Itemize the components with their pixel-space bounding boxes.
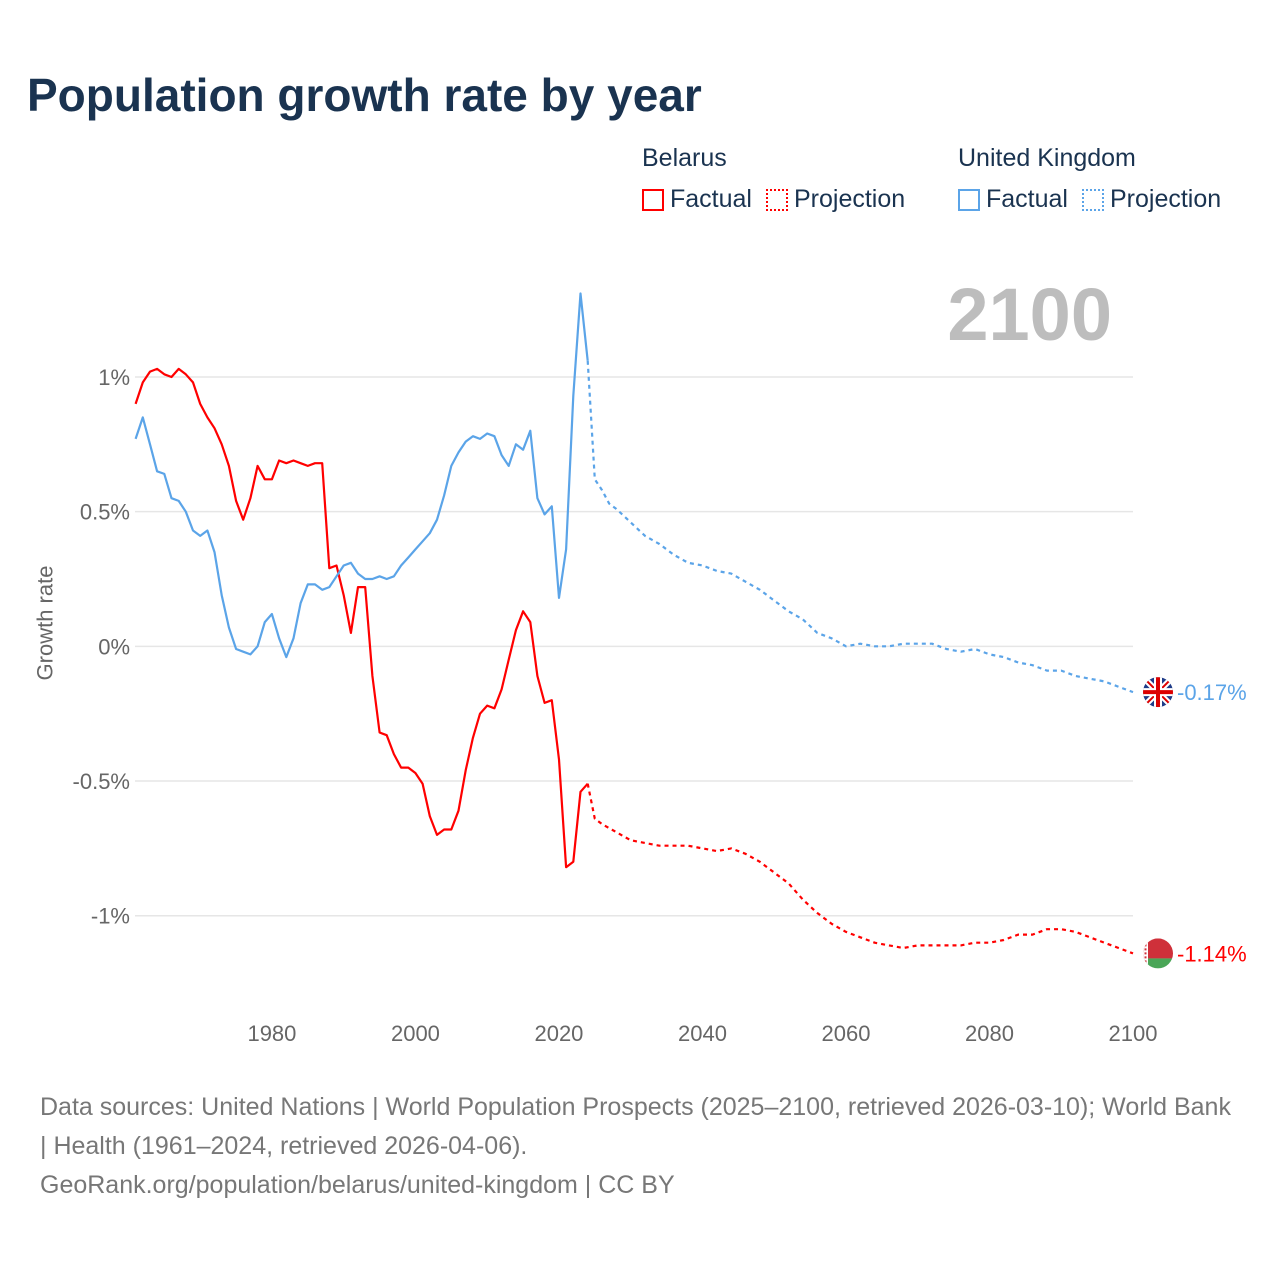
legend-label: Factual: [986, 185, 1068, 213]
chart-footer: Data sources: United Nations | World Pop…: [40, 1088, 1240, 1205]
chart-title: Population growth rate by year: [27, 69, 702, 121]
y-tick-label: 0%: [98, 634, 130, 659]
legend-group-title: Belarus: [642, 144, 727, 172]
x-tick-label: 2040: [678, 1021, 727, 1046]
x-tick-label: 2100: [1109, 1021, 1158, 1046]
belarus-flag-icon: [1143, 938, 1173, 969]
flag-green: [1143, 958, 1173, 969]
flag-body: [1143, 677, 1173, 708]
y-tick-label: 1%: [98, 365, 130, 390]
legend-item-uk-projection[interactable]: Projection: [1081, 185, 1222, 214]
flag-body: [1143, 938, 1173, 969]
series-line-united-kingdom-factual: [134, 292, 589, 659]
legend-item-uk-factual[interactable]: Factual: [958, 185, 1068, 214]
flag-cross-red: [1143, 677, 1173, 708]
legend-item-belarus-factual[interactable]: Factual: [642, 185, 752, 214]
legend-label: Projection: [793, 185, 906, 213]
x-tick-label: 2080: [965, 1021, 1014, 1046]
legend-swatch-solid: [958, 188, 980, 211]
legend-group-title: United Kingdom: [958, 144, 1136, 172]
current-year-label: 2100: [947, 273, 1112, 356]
data-sources: Data sources: United Nations | World Pop…: [40, 1093, 1231, 1160]
series-line-belarus-projection: [586, 783, 1134, 955]
legend-label: Projection: [1109, 185, 1222, 213]
end-label-belarus: -1.14%: [1177, 941, 1247, 966]
x-tick-label: 2020: [534, 1021, 583, 1046]
legend-swatch-dotted: [765, 188, 788, 211]
united-kingdom-flag-icon: [1143, 677, 1173, 708]
legend-label: Factual: [670, 185, 752, 213]
legend-swatch-dotted: [1081, 188, 1104, 211]
series-line-belarus-factual: [134, 367, 589, 869]
y-tick-label: 0.5%: [80, 500, 130, 525]
end-label-united-kingdom: -0.17%: [1177, 680, 1247, 705]
flag-red: [1143, 938, 1173, 959]
y-tick-label: -1%: [91, 904, 130, 929]
source-credit-link[interactable]: GeoRank.org/population/belarus/united-ki…: [40, 1171, 675, 1199]
series-line-united-kingdom-projection: [586, 360, 1134, 694]
y-tick-label: -0.5%: [73, 769, 130, 794]
x-tick-label: 1980: [247, 1021, 296, 1046]
legend-swatch-solid: [642, 188, 664, 211]
x-tick-label: 2060: [822, 1021, 871, 1046]
legend-group-united-kingdom: United Kingdom Factual Projection: [958, 144, 1221, 214]
legend-group-belarus: Belarus Factual Projection: [642, 144, 905, 214]
x-tick-label: 2000: [391, 1021, 440, 1046]
legend-item-belarus-projection[interactable]: Projection: [765, 185, 906, 214]
